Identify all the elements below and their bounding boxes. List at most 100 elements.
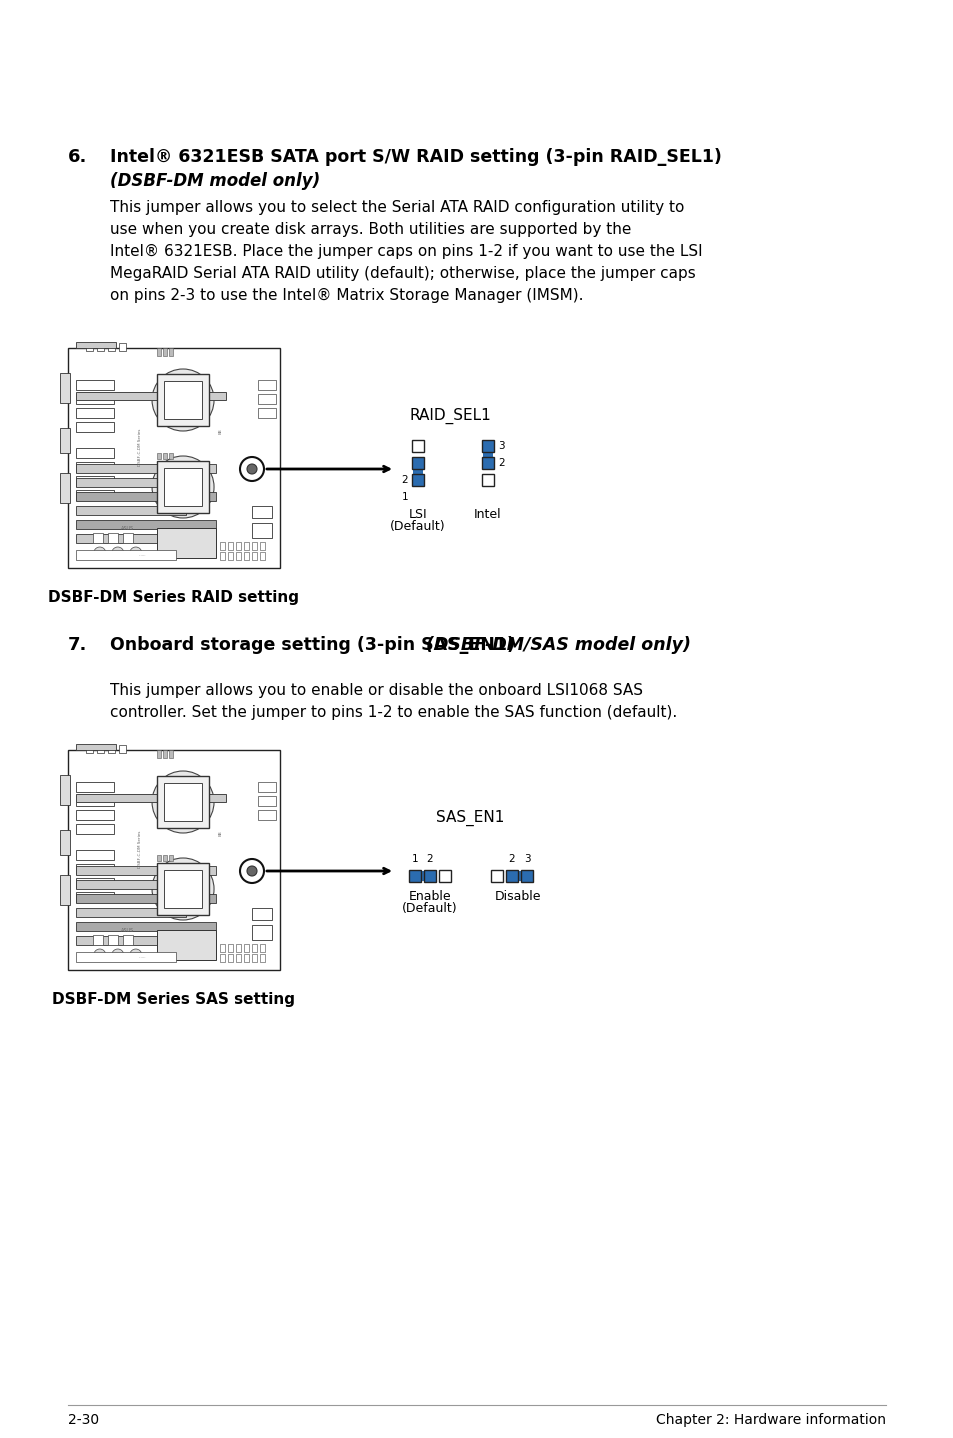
- Bar: [60, 429, 70, 453]
- Circle shape: [247, 464, 256, 475]
- Bar: [108, 344, 115, 351]
- Bar: [157, 930, 216, 961]
- Bar: [76, 506, 186, 515]
- Text: BB: BB: [218, 429, 222, 434]
- Circle shape: [93, 546, 106, 559]
- Circle shape: [130, 949, 142, 961]
- Bar: [252, 542, 256, 549]
- Text: 1: 1: [412, 854, 417, 864]
- Bar: [76, 490, 113, 500]
- Circle shape: [93, 949, 106, 961]
- Bar: [235, 542, 241, 549]
- Bar: [76, 380, 113, 390]
- Bar: [76, 797, 113, 807]
- Bar: [257, 797, 275, 807]
- Bar: [60, 830, 70, 856]
- Text: controller. Set the jumper to pins 1-2 to enable the SAS function (default).: controller. Set the jumper to pins 1-2 t…: [110, 705, 677, 720]
- Bar: [76, 476, 113, 486]
- Text: 3: 3: [523, 854, 530, 864]
- Bar: [93, 533, 103, 544]
- Bar: [423, 870, 436, 881]
- Bar: [76, 549, 175, 559]
- Bar: [157, 528, 216, 558]
- Circle shape: [240, 858, 264, 883]
- Text: MegaRAID Serial ATA RAID utility (default); otherwise, place the jumper caps: MegaRAID Serial ATA RAID utility (defaul…: [110, 266, 695, 280]
- Text: 2: 2: [497, 457, 504, 467]
- Bar: [164, 381, 202, 418]
- Bar: [252, 925, 272, 940]
- Bar: [220, 542, 225, 549]
- Bar: [169, 348, 172, 357]
- Text: This jumper allows you to enable or disable the onboard LSI1068 SAS: This jumper allows you to enable or disa…: [110, 683, 642, 697]
- Text: 3: 3: [497, 441, 504, 452]
- Bar: [76, 342, 116, 348]
- Text: Intel® 6321ESB SATA port S/W RAID setting (3-pin RAID_SEL1): Intel® 6321ESB SATA port S/W RAID settin…: [110, 148, 721, 165]
- Text: ......: ......: [138, 554, 146, 557]
- Bar: [252, 907, 272, 920]
- Text: Enable: Enable: [408, 890, 451, 903]
- Text: DSBF-C-DM Series: DSBF-C-DM Series: [137, 830, 142, 867]
- Bar: [235, 943, 241, 952]
- Bar: [257, 394, 275, 404]
- Circle shape: [112, 546, 124, 559]
- Bar: [76, 421, 113, 431]
- Bar: [257, 408, 275, 418]
- Circle shape: [152, 858, 213, 920]
- Bar: [157, 348, 161, 357]
- Bar: [76, 824, 113, 834]
- Bar: [244, 943, 249, 952]
- Text: This jumper allows you to select the Serial ATA RAID configuration utility to: This jumper allows you to select the Ser…: [110, 200, 683, 216]
- Bar: [220, 953, 225, 962]
- Circle shape: [130, 546, 142, 559]
- Text: (Default): (Default): [390, 521, 445, 533]
- Bar: [157, 374, 209, 426]
- Bar: [252, 552, 256, 559]
- Bar: [76, 477, 186, 487]
- Bar: [520, 870, 533, 881]
- Bar: [163, 348, 167, 357]
- Text: RAID_SEL1: RAID_SEL1: [409, 408, 491, 424]
- Text: DSBF-DM Series SAS setting: DSBF-DM Series SAS setting: [52, 992, 295, 1007]
- Text: (DSBF-DM model only): (DSBF-DM model only): [110, 173, 320, 190]
- Bar: [257, 380, 275, 390]
- Bar: [235, 552, 241, 559]
- Bar: [164, 467, 202, 506]
- Bar: [76, 782, 113, 792]
- Bar: [257, 782, 275, 792]
- Text: (DSBF-DM/SAS model only): (DSBF-DM/SAS model only): [419, 636, 690, 654]
- Text: SAS_EN1: SAS_EN1: [436, 810, 503, 827]
- Text: 7.: 7.: [68, 636, 88, 654]
- Bar: [76, 880, 186, 889]
- Bar: [163, 453, 167, 459]
- Text: 6.: 6.: [68, 148, 88, 165]
- Bar: [169, 453, 172, 459]
- Bar: [409, 870, 420, 881]
- Bar: [76, 394, 113, 404]
- Bar: [235, 953, 241, 962]
- Bar: [491, 870, 502, 881]
- Bar: [252, 506, 272, 518]
- Bar: [244, 953, 249, 962]
- Bar: [123, 935, 133, 945]
- Bar: [76, 743, 116, 751]
- Bar: [412, 440, 423, 452]
- Bar: [86, 344, 92, 351]
- Bar: [76, 449, 113, 457]
- Bar: [163, 751, 167, 758]
- Text: Chapter 2: Hardware information: Chapter 2: Hardware information: [656, 1414, 885, 1426]
- Bar: [481, 440, 494, 452]
- Bar: [76, 866, 215, 874]
- Text: use when you create disk arrays. Both utilities are supported by the: use when you create disk arrays. Both ut…: [110, 221, 631, 237]
- Bar: [157, 856, 161, 861]
- Bar: [76, 393, 226, 400]
- Text: Intel® 6321ESB. Place the jumper caps on pins 1-2 if you want to use the LSI: Intel® 6321ESB. Place the jumper caps on…: [110, 244, 702, 259]
- Bar: [169, 856, 172, 861]
- Circle shape: [152, 771, 213, 833]
- Circle shape: [240, 457, 264, 480]
- Text: 2-30: 2-30: [68, 1414, 99, 1426]
- Bar: [228, 542, 233, 549]
- Bar: [119, 745, 126, 754]
- Bar: [109, 935, 118, 945]
- Bar: [420, 871, 423, 881]
- Bar: [76, 922, 215, 930]
